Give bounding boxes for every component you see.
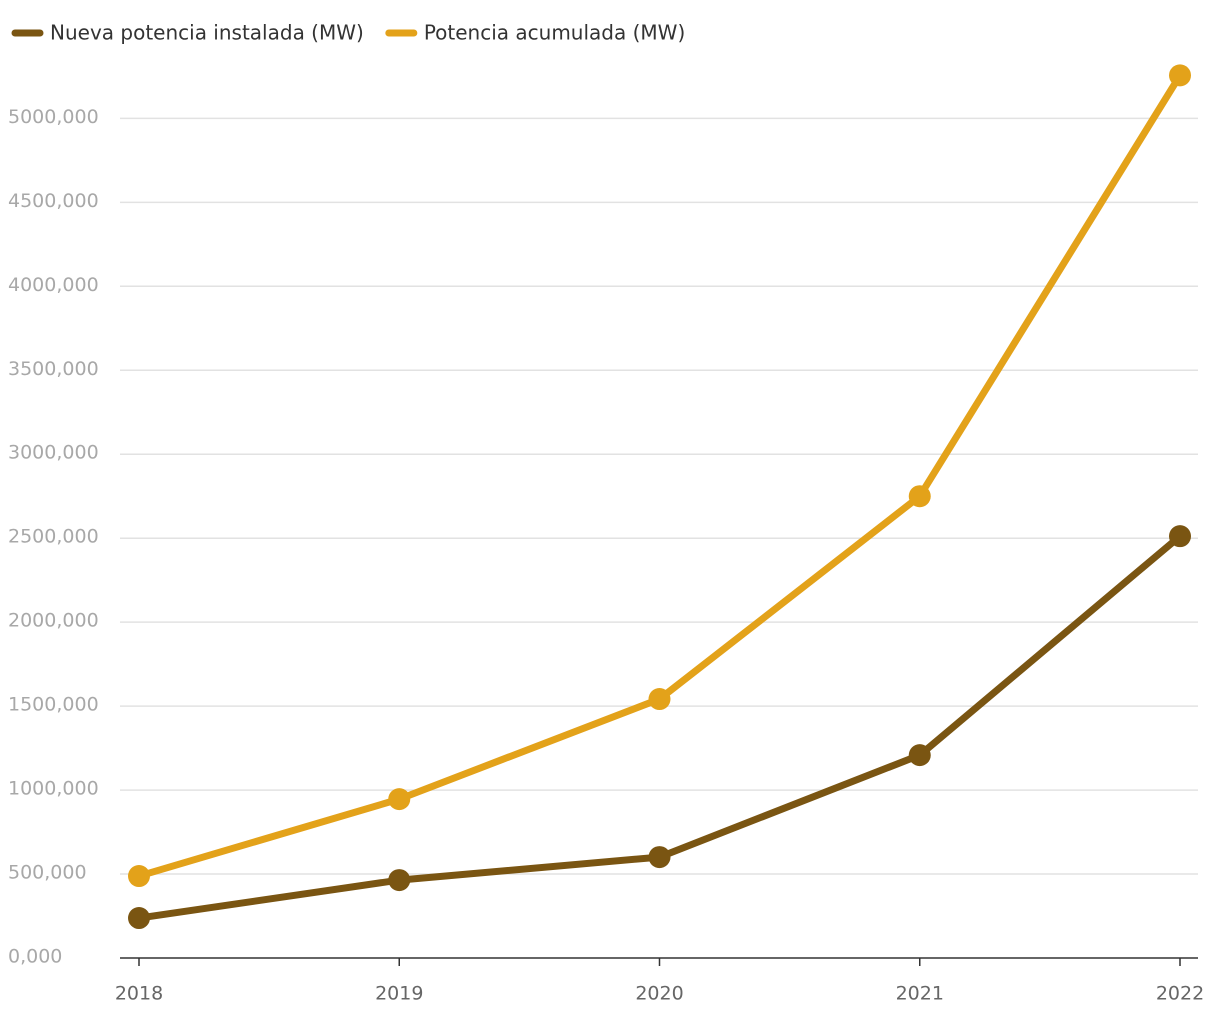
x-tick-label: 2021 [896, 983, 944, 1005]
x-tick-label: 2018 [115, 983, 163, 1005]
data-point [1169, 525, 1191, 548]
y-tick-label: 2500,000 [8, 526, 99, 548]
y-tick-label: 1500,000 [8, 694, 99, 716]
data-point [648, 688, 671, 711]
data-point [648, 846, 671, 869]
legend-label: Potencia acumulada (MW) [424, 21, 685, 45]
data-point [388, 869, 411, 892]
data-point [908, 744, 931, 767]
y-tick-label: 0,000 [8, 946, 62, 968]
y-tick-label: 5000,000 [8, 106, 99, 128]
data-point [128, 907, 150, 930]
y-tick-label: 3500,000 [8, 358, 99, 380]
x-tick-label: 2020 [635, 983, 683, 1005]
data-point [908, 485, 931, 508]
x-tick-label: 2022 [1156, 983, 1204, 1005]
y-tick-label: 3000,000 [8, 442, 99, 464]
y-tick-label: 4000,000 [8, 274, 99, 296]
data-point [388, 788, 411, 811]
legend-label: Nueva potencia instalada (MW) [50, 21, 364, 45]
y-tick-label: 500,000 [8, 862, 87, 884]
data-point [1169, 64, 1191, 87]
data-point [128, 865, 150, 888]
y-tick-label: 2000,000 [8, 610, 99, 632]
series-line [138, 73, 1183, 880]
y-tick-label: 4500,000 [8, 190, 99, 212]
y-tick-label: 1000,000 [8, 778, 99, 800]
x-tick-label: 2019 [375, 983, 423, 1005]
